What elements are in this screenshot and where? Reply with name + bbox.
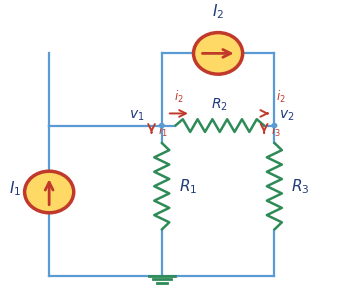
Circle shape xyxy=(193,33,243,74)
Circle shape xyxy=(272,124,277,128)
Text: $R_3$: $R_3$ xyxy=(291,177,310,196)
Text: $R_2$: $R_2$ xyxy=(211,96,228,113)
Text: $R_1$: $R_1$ xyxy=(179,177,197,196)
Text: $I_2$: $I_2$ xyxy=(212,2,224,21)
Circle shape xyxy=(159,124,164,128)
Text: $i_2$: $i_2$ xyxy=(276,89,286,105)
Text: $I_1$: $I_1$ xyxy=(9,180,21,199)
Text: $i_2$: $i_2$ xyxy=(174,89,184,105)
Text: $i_3$: $i_3$ xyxy=(271,123,281,140)
Text: $i_1$: $i_1$ xyxy=(158,123,168,140)
Text: $v_2$: $v_2$ xyxy=(279,108,295,123)
Circle shape xyxy=(24,171,74,213)
Text: $v_1$: $v_1$ xyxy=(129,108,145,123)
